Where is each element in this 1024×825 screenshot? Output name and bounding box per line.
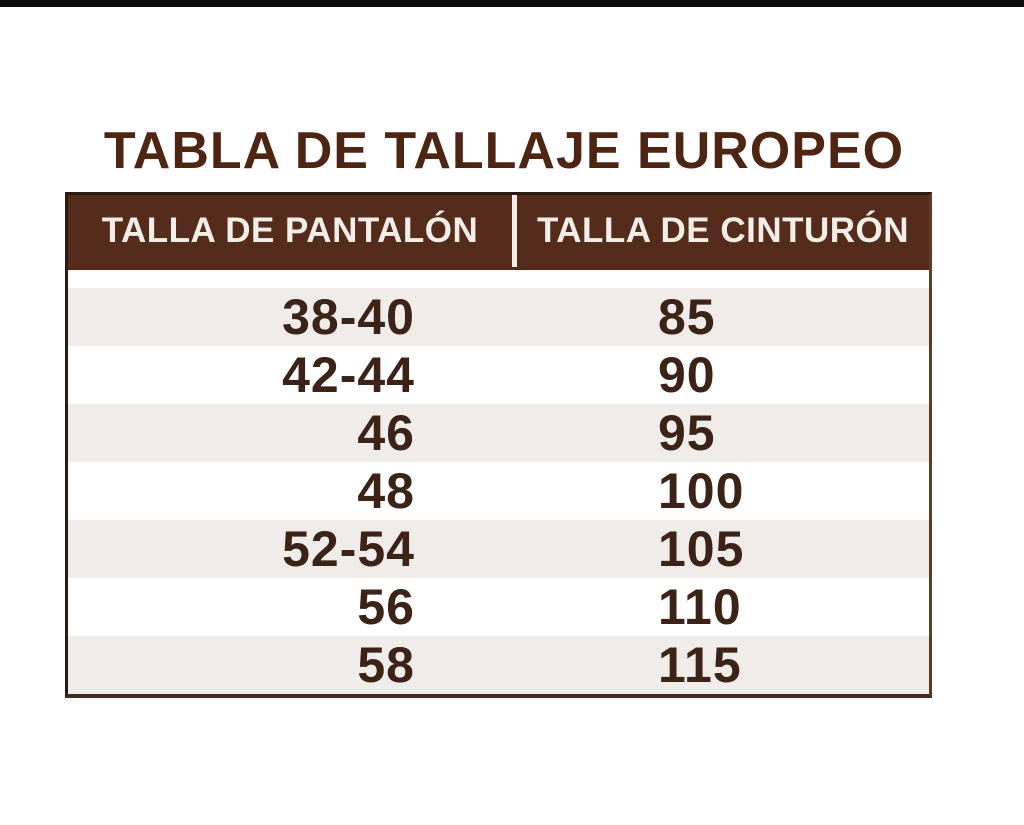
size-table-header: TALLA DE PANTALÓN TALLA DE CINTURÓN	[68, 195, 929, 270]
cell-pantalon: 52-54	[282, 521, 415, 577]
cell-cinturon: 85	[658, 289, 716, 345]
header-divider	[512, 195, 517, 267]
table-row: 58 115	[68, 636, 929, 694]
table-row: 46 95	[68, 404, 929, 462]
table-row: 48 100	[68, 462, 929, 520]
cell-cinturon: 105	[658, 521, 745, 577]
table-row: 42-44 90	[68, 346, 929, 404]
cell-pantalon: 58	[357, 637, 415, 693]
header-cell-pantalon: TALLA DE PANTALÓN	[101, 211, 479, 250]
cell-cinturon: 100	[658, 463, 745, 519]
table-row: 38-40 85	[68, 288, 929, 346]
cell-pantalon: 46	[357, 405, 415, 461]
cell-cinturon: 115	[658, 637, 742, 693]
top-bar	[0, 0, 1024, 7]
cell-cinturon: 90	[658, 347, 716, 403]
page-title: TABLA DE TALLAJE EUROPEO	[103, 121, 905, 180]
size-table-body: 38-40 85 42-44 90 46 95 48 100 52-54 105…	[68, 270, 929, 694]
cell-pantalon: 42-44	[282, 347, 415, 403]
header-cell-cinturon: TALLA DE CINTURÓN	[536, 211, 910, 250]
cell-pantalon: 38-40	[282, 289, 415, 345]
cell-cinturon: 95	[658, 405, 716, 461]
cell-pantalon: 56	[357, 579, 415, 635]
cell-cinturon: 110	[658, 579, 742, 635]
table-row: 56 110	[68, 578, 929, 636]
size-table: TALLA DE PANTALÓN TALLA DE CINTURÓN 38-4…	[65, 192, 932, 698]
table-row: 52-54 105	[68, 520, 929, 578]
cell-pantalon: 48	[357, 463, 415, 519]
